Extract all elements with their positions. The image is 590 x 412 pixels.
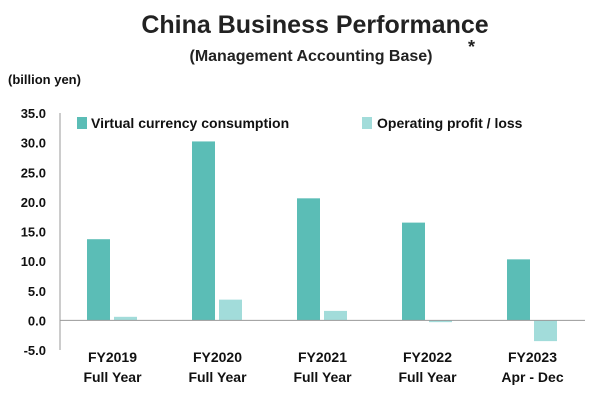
bars xyxy=(87,141,557,342)
y-tick-label: 20.0 xyxy=(21,195,46,210)
x-axis-labels: FY2019 Full Year FY2020 Full Year FY2021 Full… xyxy=(83,349,563,385)
y-tick-label: -5.0 xyxy=(24,343,46,358)
bar-virtual-currency xyxy=(402,222,425,321)
chart-subtitle: (Management Accounting Base) xyxy=(190,48,433,65)
y-tick-label: 30.0 xyxy=(21,136,46,151)
bar-virtual-currency xyxy=(87,239,110,321)
bar-virtual-currency xyxy=(192,141,215,321)
bar-operating-profit xyxy=(534,320,557,342)
x-tick-label: FY2023 xyxy=(508,349,557,365)
x-tick-label: Full Year xyxy=(83,369,142,385)
x-tick-label: Apr - Dec xyxy=(501,369,563,385)
bar-operating-profit xyxy=(324,310,347,321)
y-tick-label: 5.0 xyxy=(28,284,46,299)
bar-operating-profit xyxy=(114,316,137,321)
axis-lines xyxy=(59,113,585,350)
bar-operating-profit xyxy=(429,320,452,323)
legend-swatch-operating-profit xyxy=(362,117,372,129)
legend-label-operating-profit: Operating profit / loss xyxy=(377,115,523,131)
x-tick-label: Full Year xyxy=(398,369,457,385)
x-tick-label: Full Year xyxy=(188,369,247,385)
bar-virtual-currency xyxy=(297,198,320,321)
x-tick-label: FY2019 xyxy=(88,349,137,365)
legend-swatch-virtual-currency xyxy=(77,117,87,129)
subtitle-asterisk: * xyxy=(468,37,475,57)
y-tick-label: 10.0 xyxy=(21,254,46,269)
unit-label: (billion yen) xyxy=(8,72,81,87)
x-tick-label: FY2021 xyxy=(298,349,347,365)
y-tick-label: 0.0 xyxy=(28,313,46,328)
y-tick-label: 25.0 xyxy=(21,165,46,180)
y-axis-ticks: 35.0 30.0 25.0 20.0 15.0 10.0 5.0 0.0 -5.0 xyxy=(21,106,46,358)
bar-operating-profit xyxy=(219,299,242,321)
y-tick-label: 15.0 xyxy=(21,225,46,240)
x-tick-label: FY2020 xyxy=(193,349,242,365)
x-tick-label: Full Year xyxy=(293,369,352,385)
y-tick-label: 35.0 xyxy=(21,106,46,121)
legend-label-virtual-currency: Virtual currency consumption xyxy=(91,115,289,131)
legend: Virtual currency consumption Operating p… xyxy=(77,115,523,131)
bar-virtual-currency xyxy=(507,259,530,321)
chart-title: China Business Performance xyxy=(141,11,488,39)
x-tick-label: FY2022 xyxy=(403,349,452,365)
